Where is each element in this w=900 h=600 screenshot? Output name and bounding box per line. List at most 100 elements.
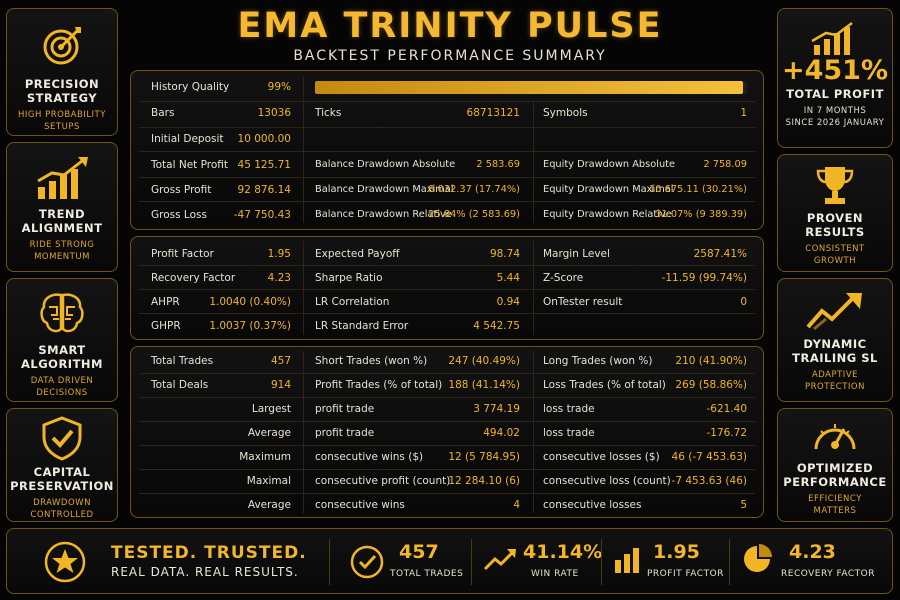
footer-bar: TESTED. TRUSTED. REAL DATA. REAL RESULTS… xyxy=(6,528,893,594)
card-subtitle: SETUPS xyxy=(44,122,80,132)
symbols-value: 1 xyxy=(740,107,747,119)
history-quality-bar-fill xyxy=(315,81,743,94)
ontester-label: OnTester result xyxy=(543,296,623,308)
loss-stat-value: 5 xyxy=(740,499,747,511)
profit-factor-label: Profit Factor xyxy=(151,248,214,260)
card-subtitle: CONTROLLED xyxy=(30,510,94,520)
loss-stat-value: -7 453.63 (46) xyxy=(671,475,747,487)
loss-stat-label: consecutive loss (count) xyxy=(543,475,671,487)
trades-row-maximum: Maximum consecutive wins ($) 12 (5 784.9… xyxy=(131,445,765,469)
stat-profit-factor-value: 1.95 xyxy=(653,541,700,563)
eq-dd-max-value: 10 675.11 (30.21%) xyxy=(649,184,747,195)
trades-row-maximal: Maximal consecutive profit (count) 12 28… xyxy=(131,469,765,493)
long-trades-value: 210 (41.90%) xyxy=(675,355,747,367)
loss-stat-label: loss trade xyxy=(543,427,595,439)
card-title: CAPITAL xyxy=(33,465,91,479)
trades-row-average: Average profit trade 494.02 loss trade -… xyxy=(131,421,765,445)
feature-card-trend: TREND ALIGNMENT RIDE STRONG MOMENTUM xyxy=(6,142,118,272)
growth-chart-icon xyxy=(37,157,88,199)
total-profit-value: +451% xyxy=(781,55,889,86)
star-badge-icon xyxy=(44,541,86,583)
lr-correlation-value: 0.94 xyxy=(496,296,520,308)
card-title: TOTAL PROFIT xyxy=(786,87,884,101)
sharpe-label: Sharpe Ratio xyxy=(315,272,383,284)
bars-value: 13036 xyxy=(257,107,291,119)
stat-win-rate-label: WIN RATE xyxy=(531,569,579,579)
card-subtitle: MOMENTUM xyxy=(34,252,90,262)
lr-standard-error-label: LR Standard Error xyxy=(315,320,409,332)
profit-stat-value: 494.02 xyxy=(483,427,520,439)
profit-factor-value: 1.95 xyxy=(267,248,291,260)
brain-icon xyxy=(40,293,84,333)
trades-row-deals: Total Deals 914 Profit Trades (% of tota… xyxy=(131,373,765,397)
stat-profit-factor-label: PROFIT FACTOR xyxy=(647,569,724,579)
total-deals-value: 914 xyxy=(270,379,291,391)
profit-trades-value: 188 (41.14%) xyxy=(448,379,520,391)
card-title: PRESERVATION xyxy=(10,479,114,493)
feature-card-total-profit: +451% TOTAL PROFIT IN 7 MONTHS SINCE 2026… xyxy=(777,8,893,148)
eq-dd-abs-label: Equity Drawdown Absolute xyxy=(543,159,676,170)
profit-stat-value: 12 (5 784.95) xyxy=(448,451,520,463)
card-title: ALIGNMENT xyxy=(21,221,103,235)
loss-stat-value: -176.72 xyxy=(706,427,747,439)
card-subtitle: CONSISTENT xyxy=(805,244,865,254)
bal-dd-max-label: Balance Drawdown Maximal xyxy=(315,184,454,195)
footer-subtagline: REAL DATA. REAL RESULTS. xyxy=(111,565,299,579)
trades-panel: Total Trades 457 Short Trades (won %) 24… xyxy=(130,346,764,518)
footer-tagline: TESTED. TRUSTED. xyxy=(111,543,307,563)
bal-dd-rel-value: 25.84% (2 583.69) xyxy=(428,209,520,220)
bal-dd-rel-label: Balance Drawdown Relative xyxy=(315,209,452,220)
bal-dd-abs-label: Balance Drawdown Absolute xyxy=(315,159,456,170)
gauge-icon xyxy=(814,424,856,450)
history-quality-value: 99% xyxy=(267,81,291,93)
row-label: Average xyxy=(247,427,291,439)
feature-card-trailing: DYNAMIC TRAILING SL ADAPTIVE PROTECTION xyxy=(777,278,893,402)
feature-card-algorithm: SMART ALGORITHM DATA DRIVEN DECISIONS xyxy=(6,278,118,402)
loss-trades-label: Loss Trades (% of total) xyxy=(543,379,666,391)
trend-arrow-icon xyxy=(806,293,862,331)
history-quality-bar xyxy=(315,81,747,94)
ahpr-label: AHPR xyxy=(151,296,180,308)
expected-payoff-value: 98.74 xyxy=(489,248,520,260)
card-title: RESULTS xyxy=(805,225,865,239)
net-profit-row: Total Net Profit 45 125.71 Balance Drawd… xyxy=(131,153,765,177)
card-subtitle: IN 7 MONTHS xyxy=(803,106,867,116)
bars-row: Bars 13036 Ticks 68713121 Symbols 1 xyxy=(131,101,765,125)
ghpr-value: 1.0037 (0.37%) xyxy=(209,320,291,332)
lr-correlation-label: LR Correlation xyxy=(315,296,390,308)
bal-dd-abs-value: 2 583.69 xyxy=(476,159,520,170)
profit-stat-label: consecutive wins xyxy=(315,499,405,511)
ratios-row-3: AHPR 1.0040 (0.40%) LR Correlation 0.94 … xyxy=(131,290,765,314)
profit-trades-label: Profit Trades (% of total) xyxy=(315,379,443,391)
card-subtitle: DECISIONS xyxy=(36,388,88,398)
recovery-factor-value: 4.23 xyxy=(267,272,291,284)
eq-dd-max-label: Equity Drawdown Maximal xyxy=(543,184,674,195)
stat-win-rate-value: 41.14% xyxy=(523,541,603,563)
trades-row-total: Total Trades 457 Short Trades (won %) 24… xyxy=(131,349,765,373)
ratios-panel: Profit Factor 1.95 Expected Payoff 98.74… xyxy=(130,236,764,340)
loss-stat-value: 46 (-7 453.63) xyxy=(671,451,747,463)
long-trades-label: Long Trades (won %) xyxy=(543,355,653,367)
eq-dd-rel-value: 31.07% (9 389.39) xyxy=(655,209,747,220)
row-label: Maximal xyxy=(246,475,291,487)
card-title: OPTIMIZED xyxy=(796,461,874,475)
margin-level-label: Margin Level xyxy=(543,248,610,260)
profit-stat-value: 3 774.19 xyxy=(473,403,520,415)
sharpe-value: 5.44 xyxy=(496,272,520,284)
card-subtitle: DATA DRIVEN xyxy=(30,376,94,386)
profit-stat-label: consecutive wins ($) xyxy=(315,451,424,463)
zscore-label: Z-Score xyxy=(543,272,584,284)
expected-payoff-label: Expected Payoff xyxy=(315,248,400,260)
check-circle-icon xyxy=(350,545,384,579)
card-title: PROVEN xyxy=(806,211,864,225)
loss-stat-label: consecutive losses ($) xyxy=(543,451,660,463)
card-title: PRECISION xyxy=(24,77,100,91)
shield-check-icon xyxy=(42,416,82,461)
gross-profit-value: 92 876.14 xyxy=(237,184,291,196)
bal-dd-max-value: 8 032.37 (17.74%) xyxy=(428,184,520,195)
card-subtitle: DRAWDOWN xyxy=(33,498,91,508)
up-trend-icon xyxy=(483,549,516,571)
card-title: ALGORITHM xyxy=(21,357,103,371)
short-trades-label: Short Trades (won %) xyxy=(315,355,428,367)
gross-loss-row: Gross Loss -47 750.43 Balance Drawdown R… xyxy=(131,203,765,227)
